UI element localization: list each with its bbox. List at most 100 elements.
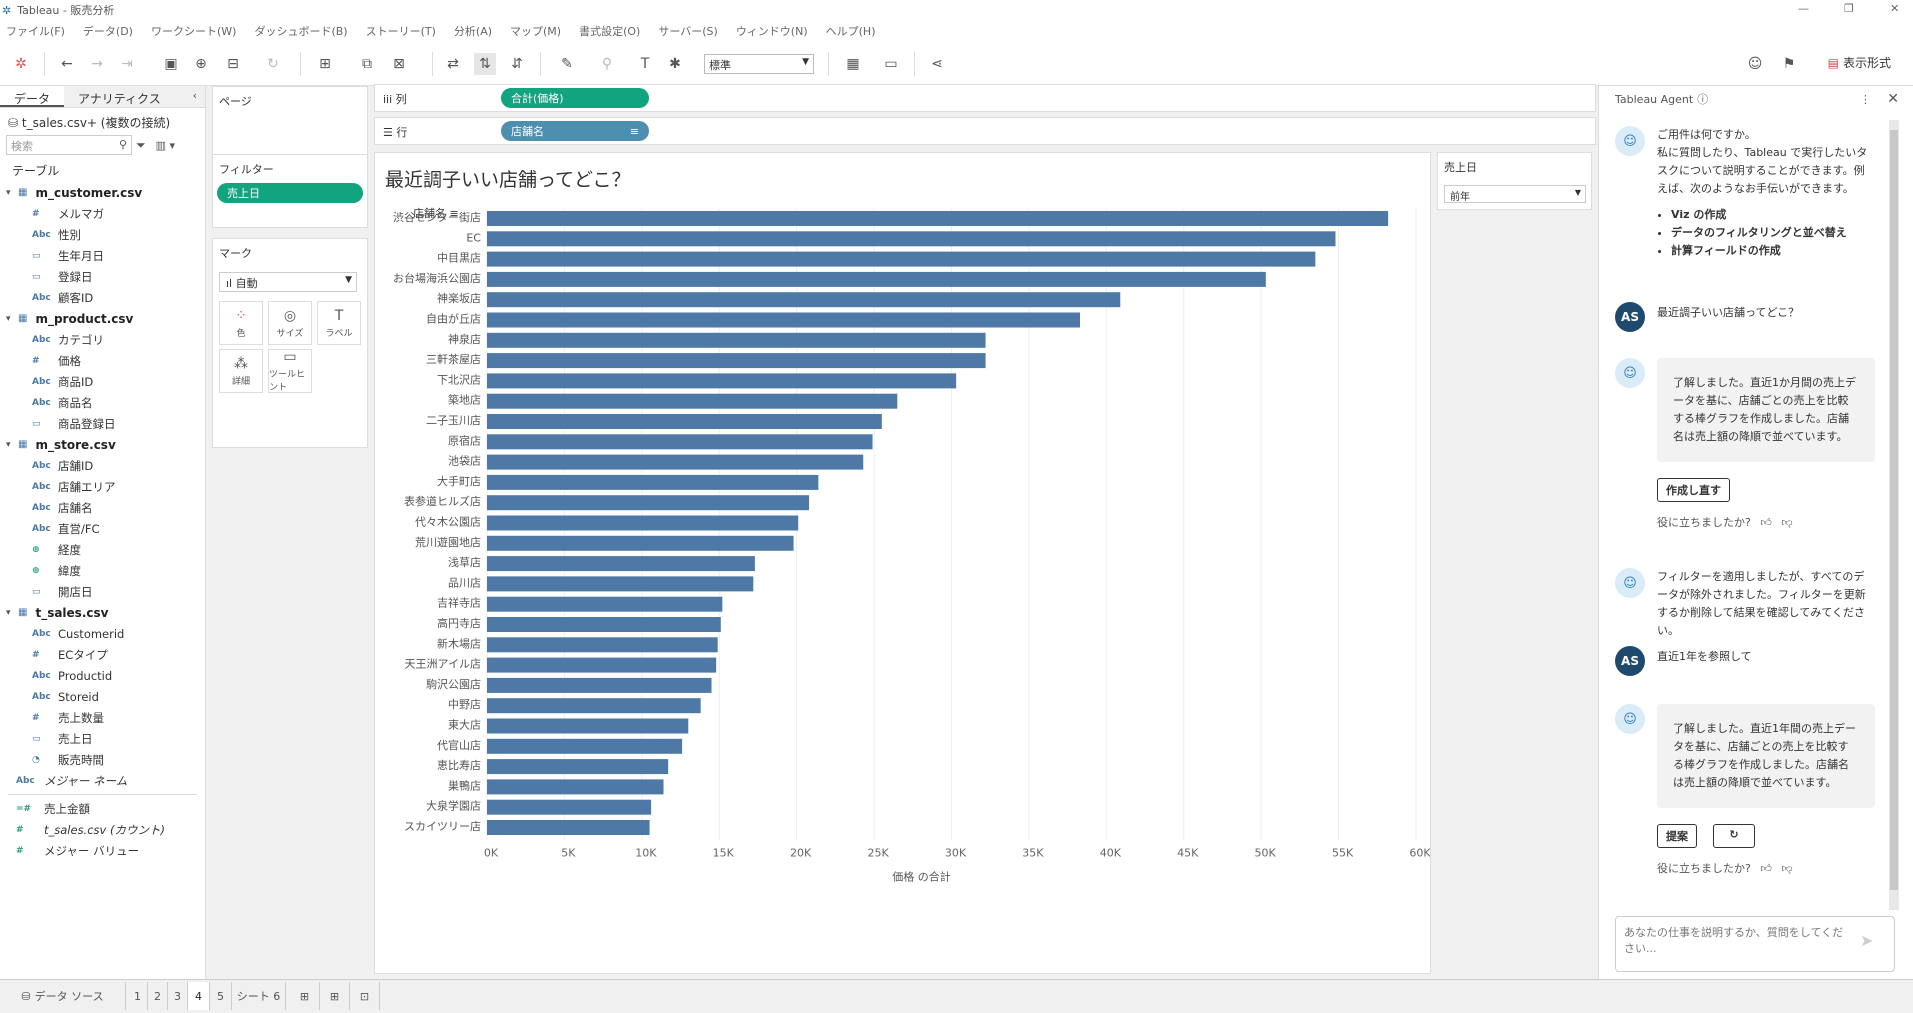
table-node[interactable]: ▾ ▦ m_store.csv bbox=[6, 437, 116, 452]
field-item[interactable]: # メジャー バリュー bbox=[16, 843, 140, 858]
new-worksheet-icon[interactable]: ⊞ bbox=[319, 56, 331, 72]
restore-icon[interactable]: ❐ bbox=[1844, 2, 1854, 15]
show-cards-icon[interactable]: ▦ bbox=[846, 56, 860, 72]
redo-button[interactable]: 作成し直す bbox=[1657, 478, 1730, 502]
sort-ascending-icon[interactable]: ⇅ bbox=[474, 53, 496, 75]
bar[interactable] bbox=[487, 515, 799, 531]
save-icon[interactable]: ▣ bbox=[164, 56, 178, 72]
close-window-icon[interactable]: ✕ bbox=[1890, 2, 1900, 15]
color-button[interactable]: ⁘ 色 bbox=[219, 301, 263, 345]
field-item[interactable]: Abc 店舗名 bbox=[32, 500, 93, 515]
new-dashboard-icon[interactable]: ⊞ bbox=[320, 982, 350, 1010]
thumbs-up-icon[interactable]: 👍︎ bbox=[1760, 516, 1772, 529]
menu-dashboard[interactable]: ダッシュボード(B) bbox=[254, 25, 348, 38]
agent-scrollbar[interactable] bbox=[1889, 120, 1899, 910]
thumbs-down-icon[interactable]: 👎︎ bbox=[1781, 516, 1793, 529]
rows-pill-store-name[interactable]: 店舗名 ≡ bbox=[501, 121, 649, 141]
collapse-pane-icon[interactable]: ‹ bbox=[174, 86, 205, 107]
duplicate-icon[interactable]: ⧉ bbox=[362, 56, 372, 72]
field-item[interactable]: Abc Productid bbox=[32, 668, 113, 683]
sheet-tab-1[interactable]: 1 bbox=[128, 982, 148, 1010]
field-item[interactable]: ▭ 開店日 bbox=[32, 584, 93, 599]
sort-descending-icon[interactable]: ⇵ bbox=[511, 56, 523, 72]
replay-icon[interactable]: ⇥ bbox=[121, 56, 133, 72]
bar[interactable] bbox=[487, 677, 712, 693]
bar[interactable] bbox=[487, 759, 669, 775]
table-node[interactable]: ▾ ▦ m_product.csv bbox=[6, 311, 134, 326]
filter-fields-icon[interactable]: ⏷ bbox=[136, 137, 146, 152]
menu-server[interactable]: サーバー(S) bbox=[658, 25, 718, 38]
bar[interactable] bbox=[487, 353, 986, 369]
close-panel-icon[interactable]: ✕ bbox=[1887, 91, 1899, 107]
regenerate-icon[interactable]: ↻ bbox=[1713, 824, 1755, 848]
show-labels-icon[interactable]: T bbox=[640, 56, 650, 72]
bar[interactable] bbox=[487, 434, 873, 450]
bar[interactable] bbox=[487, 495, 810, 511]
sheet-tab-6[interactable]: シート 6 bbox=[232, 982, 286, 1010]
redo-icon[interactable]: → bbox=[91, 56, 103, 72]
share-icon[interactable]: ⋖ bbox=[931, 56, 943, 72]
bar[interactable] bbox=[487, 474, 819, 490]
bar[interactable] bbox=[487, 251, 1316, 267]
info-icon[interactable]: ⓘ bbox=[1697, 93, 1709, 106]
mark-type-select[interactable]: ıl 自動 ▼ bbox=[219, 272, 357, 292]
table-node[interactable]: ▾ ▦ t_sales.csv bbox=[6, 605, 109, 620]
bar[interactable] bbox=[487, 576, 754, 592]
undo-icon[interactable]: ← bbox=[61, 56, 73, 72]
field-item[interactable]: ◔ 販売時間 bbox=[32, 752, 104, 767]
view-options-icon[interactable]: ▥ ▾ bbox=[155, 138, 176, 152]
bar[interactable] bbox=[487, 271, 1266, 287]
field-item[interactable]: ▭ 売上日 bbox=[32, 731, 93, 746]
bar[interactable] bbox=[487, 332, 986, 348]
field-item[interactable]: Abc 直営/FC bbox=[32, 521, 100, 536]
send-icon[interactable]: ➤ bbox=[1860, 931, 1874, 950]
new-datasource-icon[interactable]: ⊕ bbox=[195, 56, 207, 72]
pulse-icon[interactable]: ⚑ bbox=[1782, 56, 1796, 72]
presentation-icon[interactable]: ▭ bbox=[884, 56, 898, 72]
bar[interactable] bbox=[487, 637, 718, 653]
field-item[interactable]: ▭ 商品登録日 bbox=[32, 416, 116, 431]
bar[interactable] bbox=[487, 820, 650, 835]
sheet-tab-4[interactable]: 4 bbox=[188, 982, 210, 1010]
agent-input[interactable]: あなたの仕事を説明するか、質問をしてください... ➤ bbox=[1615, 916, 1895, 972]
sheet-tab-3[interactable]: 3 bbox=[168, 982, 188, 1010]
bar[interactable] bbox=[487, 535, 794, 551]
menu-help[interactable]: ヘルプ(H) bbox=[825, 25, 876, 38]
agent-icon[interactable]: ☺ bbox=[1747, 56, 1763, 72]
tab-data[interactable]: データ bbox=[0, 86, 65, 107]
bar[interactable] bbox=[487, 414, 882, 429]
menu-analysis[interactable]: 分析(A) bbox=[453, 25, 493, 38]
pages-card[interactable]: ページ bbox=[212, 86, 368, 162]
refresh-icon[interactable]: ↻ bbox=[267, 56, 279, 72]
bar[interactable] bbox=[487, 657, 717, 673]
new-worksheet-icon[interactable]: ⊞ bbox=[290, 982, 320, 1010]
menu-story[interactable]: ストーリー(T) bbox=[365, 25, 436, 38]
thumbs-up-icon[interactable]: 👍︎ bbox=[1760, 862, 1772, 875]
tooltip-button[interactable]: ▭ ツールヒント bbox=[268, 349, 312, 393]
row-header[interactable]: 店舗名 ≡ bbox=[413, 207, 459, 220]
fit-select[interactable]: 標準 ▼ bbox=[704, 54, 814, 74]
bar[interactable] bbox=[487, 799, 652, 815]
bar[interactable] bbox=[487, 617, 721, 632]
field-item[interactable]: Abc Storeid bbox=[32, 689, 99, 704]
menu-window[interactable]: ウィンドウ(N) bbox=[735, 25, 808, 38]
pause-update-icon[interactable]: ⊟ bbox=[227, 56, 239, 72]
bar[interactable] bbox=[487, 211, 1389, 226]
table-node[interactable]: ▾ ▦ m_customer.csv bbox=[6, 185, 143, 200]
menu-format[interactable]: 書式設定(O) bbox=[579, 25, 641, 38]
field-item[interactable]: Abc カテゴリ bbox=[32, 332, 104, 347]
field-item[interactable]: ⊕ 経度 bbox=[32, 542, 81, 557]
clear-sheet-icon[interactable]: ⊠ bbox=[393, 56, 405, 72]
bar[interactable] bbox=[487, 292, 1121, 308]
bar[interactable] bbox=[487, 698, 701, 714]
tableau-home-icon[interactable]: ✲ bbox=[15, 56, 27, 72]
bar[interactable] bbox=[487, 373, 957, 389]
search-input[interactable]: 検索 ⚲ bbox=[6, 135, 132, 155]
new-story-icon[interactable]: ⊡ bbox=[350, 982, 380, 1010]
bar[interactable] bbox=[487, 738, 683, 754]
field-item[interactable]: ▭ 登録日 bbox=[32, 269, 93, 284]
tab-analytics[interactable]: アナリティクス bbox=[64, 86, 175, 107]
detail-button[interactable]: ⁂ 詳細 bbox=[219, 349, 263, 393]
field-item[interactable]: # 売上数量 bbox=[32, 710, 104, 725]
field-item[interactable]: Abc 店舗ID bbox=[32, 458, 94, 473]
